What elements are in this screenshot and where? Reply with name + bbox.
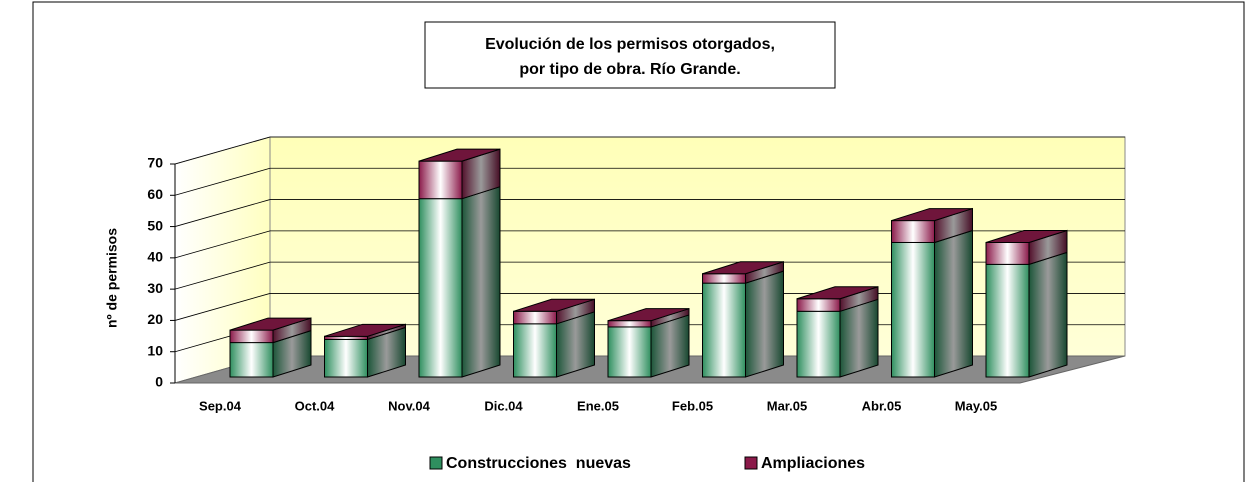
bar-top <box>891 208 973 222</box>
bar-top <box>796 286 879 300</box>
y-axis-label: nº de permisos <box>104 228 120 328</box>
bar-front <box>891 241 935 378</box>
y-tick-label: 10 <box>147 342 163 358</box>
bar-front <box>513 323 557 378</box>
grid-line <box>174 199 271 227</box>
y-tick-label: 20 <box>147 311 163 327</box>
grid-line <box>174 293 271 321</box>
grid-line <box>174 167 271 196</box>
y-tick-label: 50 <box>147 217 163 233</box>
bar-top <box>513 298 595 312</box>
bar-front <box>324 338 368 378</box>
chart-title: por tipo de obra. Río Grande. <box>519 61 740 78</box>
y-tick-label: 0 <box>155 374 163 390</box>
title-box <box>424 21 836 89</box>
y-tick-label: 60 <box>147 186 163 202</box>
legend-label: Ampliaciones <box>761 455 865 472</box>
bar-front <box>513 310 557 325</box>
x-tick-label: Oct.04 <box>295 398 336 413</box>
chart-title: Evolución de los permisos otorgados, <box>485 36 775 53</box>
bar-front <box>891 220 935 243</box>
bar-top <box>418 148 501 162</box>
y-tick-label: 70 <box>147 155 163 171</box>
y-tick-label: 30 <box>147 280 163 296</box>
legend-swatch <box>744 456 758 470</box>
bar-front <box>985 263 1030 378</box>
x-tick-label: Dic.04 <box>484 398 523 413</box>
legend-swatch <box>429 456 443 470</box>
x-tick-label: Ene.05 <box>577 398 619 413</box>
grid-line <box>174 230 271 259</box>
bar-front <box>702 273 746 284</box>
y-tick-label: 40 <box>147 249 163 265</box>
bar-side <box>934 229 973 378</box>
bar-top <box>702 261 784 275</box>
x-tick-label: Mar.05 <box>767 398 807 413</box>
x-tick-label: Abr.05 <box>862 398 902 413</box>
x-tick-label: Feb.05 <box>672 398 713 413</box>
bar-front <box>607 320 652 328</box>
x-tick-label: Nov.04 <box>388 398 430 413</box>
bar-top <box>985 229 1068 243</box>
bar-front <box>702 282 746 378</box>
bar-top <box>324 323 406 337</box>
bar-front <box>796 310 841 378</box>
bar-front <box>229 342 274 378</box>
bar-side <box>745 270 784 378</box>
bar-front <box>418 198 463 378</box>
bar-front <box>229 329 274 344</box>
bar-front <box>796 298 841 312</box>
bar-side <box>839 298 879 378</box>
grid-line <box>174 136 271 165</box>
bar-top <box>607 308 690 322</box>
grid-line <box>174 261 271 290</box>
bar-side <box>461 185 501 378</box>
bar-front <box>607 326 652 378</box>
legend-label: Construcciones nuevas <box>446 455 631 472</box>
bar-front <box>985 241 1030 265</box>
bar-front <box>418 160 463 200</box>
bar-top <box>229 317 312 331</box>
x-tick-label: May.05 <box>955 398 997 413</box>
bar-side <box>1028 251 1068 378</box>
x-tick-label: Sep.04 <box>199 398 242 413</box>
